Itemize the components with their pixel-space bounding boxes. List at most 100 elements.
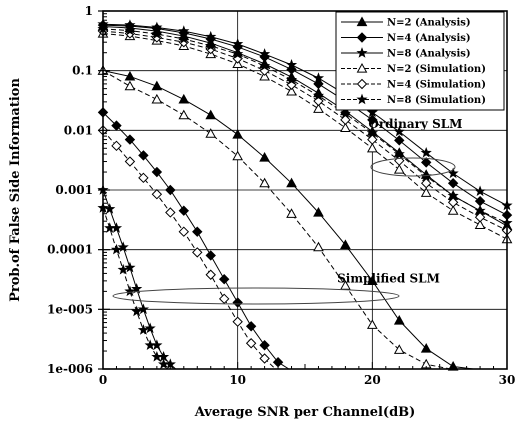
series-line — [102, 25, 508, 227]
data-point — [178, 226, 190, 237]
series-line — [102, 30, 508, 231]
data-point — [124, 70, 136, 81]
data-point — [205, 269, 216, 280]
data-point — [340, 239, 351, 250]
data-point — [447, 205, 459, 215]
series-6 — [97, 65, 474, 371]
axis-ticks — [98, 10, 508, 370]
legend-entry: N=4 (Analysis) — [341, 32, 471, 44]
data-point — [366, 142, 378, 153]
data-point — [285, 59, 298, 70]
data-point — [144, 322, 156, 334]
data-point — [144, 339, 156, 350]
data-point — [474, 185, 486, 197]
legend-marker — [356, 78, 368, 90]
data-point — [137, 324, 149, 335]
annotation-simplified-slm: Simplified SLM — [337, 272, 440, 286]
data-point — [259, 340, 270, 351]
data-point — [205, 128, 217, 138]
data-point — [151, 166, 163, 178]
data-point — [232, 150, 244, 161]
data-point — [192, 247, 203, 258]
legend-marker — [356, 93, 368, 105]
legend-entry: N=4 (Simulation) — [341, 78, 486, 91]
annotation-ellipses — [112, 157, 456, 305]
tick-labels: 0 10 20 30 1 0.1 0.01 0.001 0.0001 1e-005 1e-006 — [47, 4, 515, 387]
data-point — [474, 219, 486, 230]
data-point — [447, 189, 459, 201]
data-point — [232, 297, 243, 308]
data-point — [420, 157, 432, 168]
data-point — [474, 211, 486, 223]
data-point — [178, 33, 190, 44]
data-point — [137, 303, 149, 315]
data-point — [205, 250, 216, 261]
data-point — [245, 338, 257, 349]
legend-marker — [356, 62, 368, 73]
data-point — [366, 127, 378, 138]
data-point — [447, 197, 459, 208]
legend-box — [335, 11, 505, 111]
data-point — [286, 177, 297, 188]
data-point — [313, 103, 324, 113]
legend-entry: N=8 (Analysis) — [341, 47, 471, 60]
data-point — [232, 38, 244, 49]
data-point — [313, 241, 324, 252]
y-tick-label: 0.1 — [72, 64, 93, 78]
data-point — [178, 93, 190, 104]
data-point — [232, 48, 244, 59]
data-point — [165, 184, 176, 196]
series-line — [102, 32, 508, 240]
data-point — [259, 177, 270, 188]
data-point — [340, 280, 351, 290]
data-point — [178, 109, 190, 120]
data-point — [151, 28, 163, 39]
data-point — [313, 206, 324, 217]
data-point — [192, 226, 203, 237]
legend-entry: N=8 (Simulation) — [341, 93, 486, 106]
annotation-ordinary-slm: Ordinary SLM — [368, 117, 462, 131]
data-point — [151, 80, 163, 91]
data-point — [339, 107, 351, 119]
x-tick-label: 30 — [499, 373, 515, 387]
data-point — [124, 24, 136, 36]
data-point — [104, 222, 116, 233]
x-tick-label: 20 — [364, 373, 381, 387]
series-8 — [97, 107, 290, 370]
data-point — [366, 319, 378, 329]
series-layer — [97, 18, 513, 371]
data-point — [367, 134, 378, 145]
data-point — [245, 321, 257, 332]
data-point — [259, 152, 270, 162]
data-point — [124, 261, 136, 273]
data-point — [151, 350, 163, 362]
legend: N=2 (Analysis) N=4 (Analysis) N=8 (Analysi… — [335, 11, 505, 111]
x-tick-label: 10 — [229, 373, 246, 387]
y-tick-label: 1e-005 — [47, 302, 93, 316]
data-point — [151, 93, 163, 104]
data-point — [259, 353, 270, 364]
data-point — [393, 344, 405, 354]
data-point — [394, 135, 405, 146]
legend-label: N=4 (Simulation) — [387, 80, 486, 91]
y-tick-label: 0.01 — [64, 123, 93, 137]
x-tick-label: 0 — [99, 373, 107, 387]
x-axis-title: Average SNR per Channel(dB) — [194, 405, 416, 420]
legend-marker — [356, 47, 368, 58]
y-tick-label: 1e-006 — [47, 362, 93, 376]
data-point — [117, 241, 129, 252]
data-point — [312, 72, 325, 83]
legend-entry: N=2 (Analysis) — [341, 16, 471, 29]
series-line — [102, 28, 508, 224]
data-point — [286, 85, 297, 96]
data-point — [124, 285, 136, 297]
series-7 — [97, 65, 451, 370]
legend-label: N=2 (Analysis) — [387, 18, 471, 29]
legend-entry: N=2 (Simulation) — [341, 62, 486, 75]
data-point — [165, 207, 176, 218]
data-point — [205, 30, 217, 42]
data-point — [205, 109, 217, 120]
data-point — [366, 106, 378, 118]
data-point — [420, 177, 432, 189]
